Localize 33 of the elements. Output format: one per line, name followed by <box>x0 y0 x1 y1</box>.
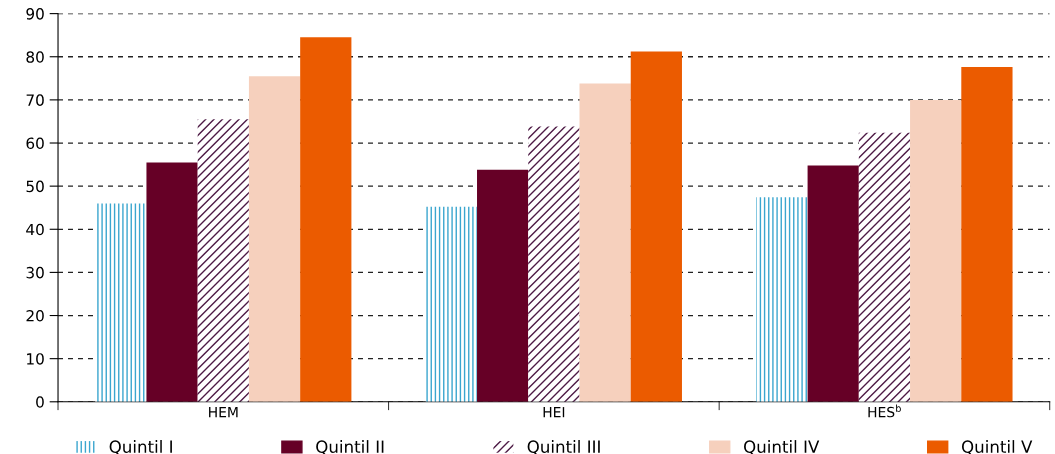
bar <box>528 126 580 402</box>
bar <box>477 169 529 402</box>
y-tick-label: 30 <box>26 266 44 279</box>
legend-label: Quintil IV <box>744 440 820 454</box>
y-tick-label: 70 <box>26 94 44 106</box>
legend-label: Quintil III <box>527 440 600 454</box>
y-tick-label: 0 <box>36 396 44 408</box>
bar <box>425 206 478 402</box>
bar <box>146 162 198 402</box>
y-tick-label: 10 <box>27 353 44 365</box>
legend-label: Quintil I <box>109 440 172 454</box>
y-tick-label: 90 <box>26 8 44 20</box>
bar <box>961 67 1013 402</box>
x-tick-label: HEI <box>543 407 565 418</box>
y-tick-label: 60 <box>26 137 44 150</box>
bar <box>630 51 682 402</box>
bar <box>910 99 962 402</box>
y-tick-label: 80 <box>26 51 44 63</box>
y-tick-label: 40 <box>26 223 44 236</box>
x-tick-label: HEM <box>209 407 238 418</box>
legend-label: Quintil V <box>961 440 1033 454</box>
bar <box>756 197 808 402</box>
legend-label: Quintil II <box>316 440 384 454</box>
bar <box>95 203 147 402</box>
bar <box>197 119 249 402</box>
bar <box>300 37 352 402</box>
bar <box>807 165 859 402</box>
bar <box>248 76 301 402</box>
x-tick-label: HES$^{b}$ <box>868 404 901 418</box>
y-tick-label: 50 <box>26 180 44 193</box>
bar <box>858 132 911 402</box>
y-tick-label: 20 <box>26 310 44 322</box>
bar <box>579 83 631 402</box>
